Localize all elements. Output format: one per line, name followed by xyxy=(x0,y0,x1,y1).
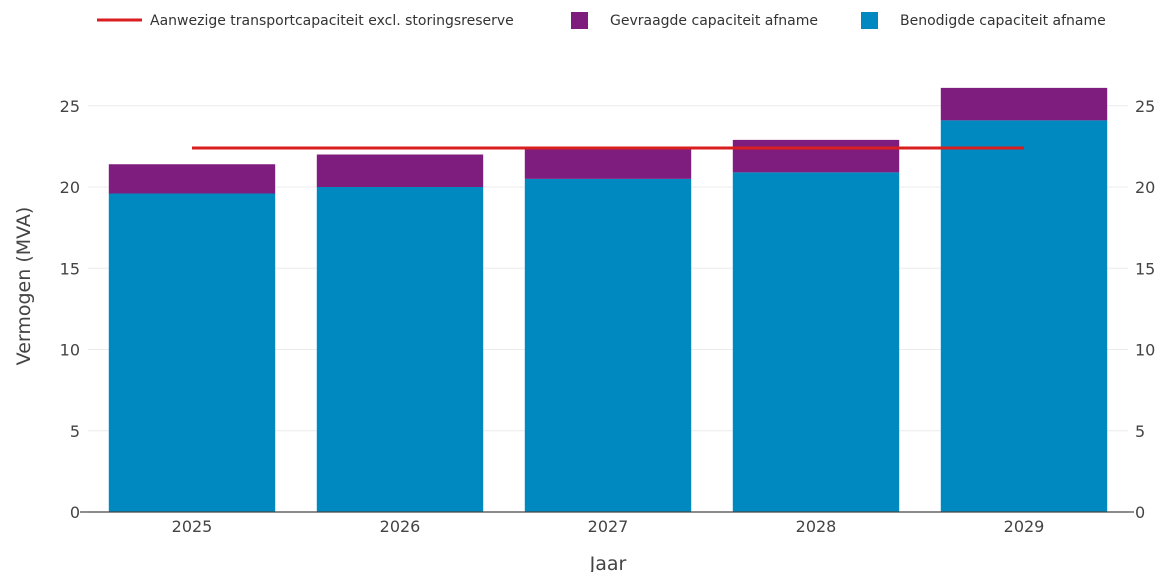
legend-swatch-gevraagd xyxy=(571,12,588,29)
bar-gevraagde-capaciteit xyxy=(316,154,484,187)
y-tick-label-right: 5 xyxy=(1135,422,1145,441)
y-tick-label-left: 25 xyxy=(60,97,80,116)
bar-gevraagde-capaciteit xyxy=(940,87,1108,121)
y-tick-label-right: 20 xyxy=(1135,178,1155,197)
x-tick-label: 2027 xyxy=(588,517,629,536)
x-tick-label: 2026 xyxy=(380,517,421,536)
y-tick-label-left: 10 xyxy=(60,341,80,360)
x-axis-title: Jaar xyxy=(589,553,627,572)
legend-label-line: Aanwezige transportcapaciteit excl. stor… xyxy=(150,13,514,29)
y-tick-label-left: 5 xyxy=(70,422,80,441)
y-tick-label-left: 0 xyxy=(70,503,80,522)
bar-benodigde-capaciteit xyxy=(108,193,276,512)
legend-label-benodigd: Benodigde capaciteit afname xyxy=(900,13,1106,29)
x-tick-label: 2029 xyxy=(1004,517,1045,536)
bar-benodigde-capaciteit xyxy=(524,178,692,512)
y-tick-label-right: 10 xyxy=(1135,341,1155,360)
bars xyxy=(108,87,1108,512)
bar-gevraagde-capaciteit xyxy=(732,139,900,173)
bar-benodigde-capaciteit xyxy=(316,187,484,512)
x-tick-label: 2028 xyxy=(796,517,837,536)
y-tick-label-left: 20 xyxy=(60,178,80,197)
bar-benodigde-capaciteit xyxy=(732,172,900,512)
y-tick-labels: 0 0 5 5 10 10 15 15 20 20 25 25 xyxy=(60,97,1156,522)
y-tick-label-right: 15 xyxy=(1135,259,1155,278)
y-axis-title: Vermogen (MVA) xyxy=(13,207,35,366)
bar-gevraagde-capaciteit xyxy=(524,148,692,179)
y-tick-label-right: 25 xyxy=(1135,97,1155,116)
legend-swatch-benodigd xyxy=(861,12,878,29)
y-tick-label-left: 15 xyxy=(60,259,80,278)
bar-benodigde-capaciteit xyxy=(940,120,1108,512)
x-tick-label: 2025 xyxy=(172,517,213,536)
legend: Aanwezige transportcapaciteit excl. stor… xyxy=(97,12,1106,29)
legend-label-gevraagd: Gevraagde capaciteit afname xyxy=(610,13,818,29)
x-tick-labels: 2025 2026 2027 2028 2029 xyxy=(172,517,1045,536)
y-tick-label-right: 0 xyxy=(1135,503,1145,522)
bar-gevraagde-capaciteit xyxy=(108,164,276,194)
